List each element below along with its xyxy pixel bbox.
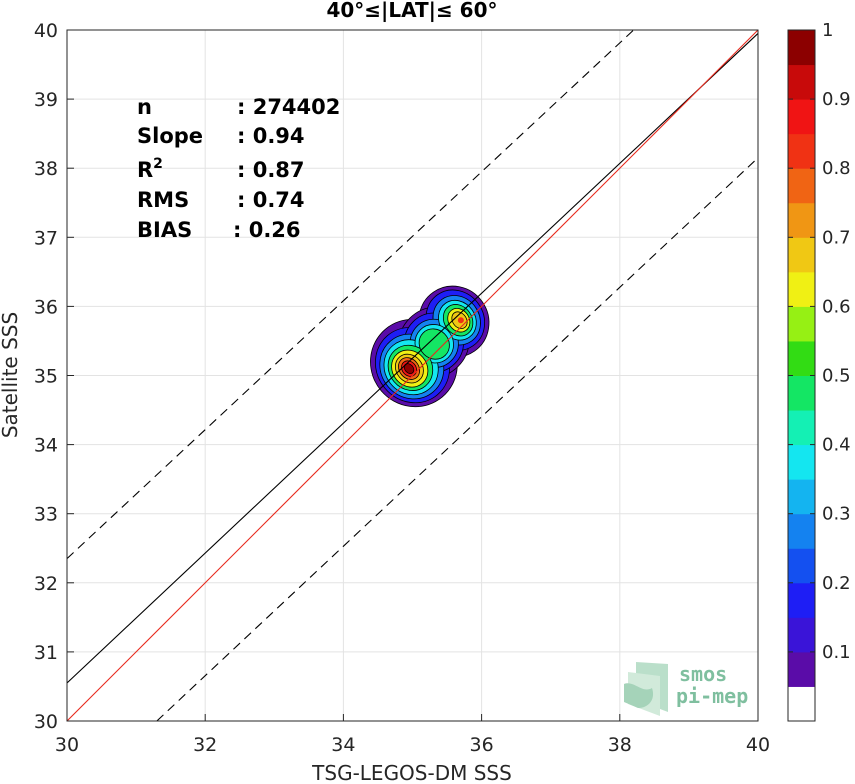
colorbar-segment [788, 133, 815, 169]
colorbar-segment [788, 651, 815, 687]
y-tick-label: 35 [34, 366, 58, 388]
colorbar-segment [788, 99, 815, 135]
stat-label: BIAS [137, 218, 192, 242]
y-tick-label: 37 [34, 227, 58, 249]
chart-title: 40°≤|LAT|≤ 60° [326, 0, 497, 22]
colorbar-segment [788, 306, 815, 342]
y-tick-label: 33 [34, 504, 58, 526]
colorbar-segment [788, 30, 815, 66]
stat-label-text: R [137, 158, 153, 182]
colorbar-tick-label: 0.2 [822, 573, 851, 594]
stat-value: : 274402 [237, 95, 340, 119]
colorbar-segment [788, 479, 815, 515]
colorbar-tick-label: 0.7 [822, 227, 851, 248]
logo-text-line2: pi-mep [676, 684, 748, 708]
colorbar-tick-label: 0.8 [822, 158, 851, 179]
colorbar-segment [788, 237, 815, 273]
lower-bound-dashed-line [156, 157, 758, 721]
statistics-box: n : 274402 Slope : 0.94 R2 : 0.87 RMS : 0.74 BIA… [137, 95, 340, 242]
x-tick-label: 40 [746, 734, 770, 756]
x-tick-label: 32 [193, 734, 217, 756]
colorbar-tick-label: 0.6 [822, 296, 851, 317]
regression-line [67, 33, 758, 684]
upper-bound-dashed-line [67, 30, 634, 560]
colorbar: 0.1 0.2 0.3 0.4 0.5 0.6 0.7 0.8 0.9 1 [787, 20, 851, 722]
colorbar-segment [788, 444, 815, 480]
colorbar-segment [788, 548, 815, 584]
stat-value: : 0.87 [237, 158, 305, 182]
stat-label: RMS [137, 188, 189, 212]
colorbar-segment [788, 513, 815, 549]
stat-label-text: RMS [137, 188, 189, 212]
colorbar-tick-label: 0.4 [822, 435, 851, 456]
density-peak-main [406, 365, 413, 372]
stat-label-superscript: 2 [153, 156, 163, 172]
colorbar-segment [788, 168, 815, 204]
y-tick-label: 36 [34, 296, 58, 318]
y-tick-label: 32 [34, 573, 58, 595]
stat-label: R2 [137, 156, 163, 182]
x-tick-label: 36 [470, 734, 494, 756]
stat-value: : 0.74 [237, 188, 305, 212]
colorbar-tick-label: 1 [822, 20, 833, 41]
y-tick-label: 40 [34, 20, 58, 42]
smos-pi-mep-logo: smos pi-mep [624, 662, 748, 716]
colorbar-tick-label: 0.1 [822, 642, 851, 663]
x-tick-label: 38 [608, 734, 632, 756]
stat-label-text: n [137, 95, 152, 119]
y-axis-title: Satellite SSS [0, 312, 22, 438]
colorbar-segment [788, 617, 815, 653]
colorbar-segment [788, 686, 815, 722]
colorbar-tick-label: 0.3 [822, 504, 851, 525]
logo-text-line1: smos [679, 662, 727, 686]
logo-mark-icon [624, 662, 668, 716]
density-contour [418, 328, 450, 360]
stat-value: : 0.26 [233, 218, 301, 242]
colorbar-segment [788, 64, 815, 100]
colorbar-segment [788, 582, 815, 618]
one-to-one-line [67, 30, 758, 721]
x-tick-label: 30 [55, 734, 79, 756]
y-tick-label: 38 [34, 158, 58, 180]
stat-label-text: Slope [137, 124, 203, 148]
y-tick-label: 30 [34, 711, 58, 733]
axis-ticks: 30 32 34 36 38 40 30 31 32 33 34 35 36 37 38 39 40 [34, 20, 770, 756]
stat-label: Slope [137, 124, 203, 148]
x-axis-title: TSG-LEGOS-DM SSS [311, 761, 512, 784]
colorbar-segment [788, 340, 815, 376]
stat-label-text: BIAS [137, 218, 192, 242]
colorbar-segment [788, 410, 815, 446]
reference-lines [67, 30, 758, 721]
colorbar-segment [788, 271, 815, 307]
density-peak-secondary [457, 317, 464, 324]
colorbar-segment [788, 375, 815, 411]
y-tick-label: 34 [34, 435, 58, 457]
stat-label: n [137, 95, 152, 119]
density-contours [370, 285, 490, 408]
y-tick-label: 31 [34, 642, 58, 664]
stat-value: : 0.94 [237, 124, 305, 148]
colorbar-segment [788, 202, 815, 238]
x-tick-label: 34 [331, 734, 355, 756]
colorbar-tick-label: 0.5 [822, 366, 851, 387]
colorbar-tick-label: 0.9 [822, 89, 851, 110]
y-tick-label: 39 [34, 89, 58, 111]
grid [66, 29, 759, 722]
